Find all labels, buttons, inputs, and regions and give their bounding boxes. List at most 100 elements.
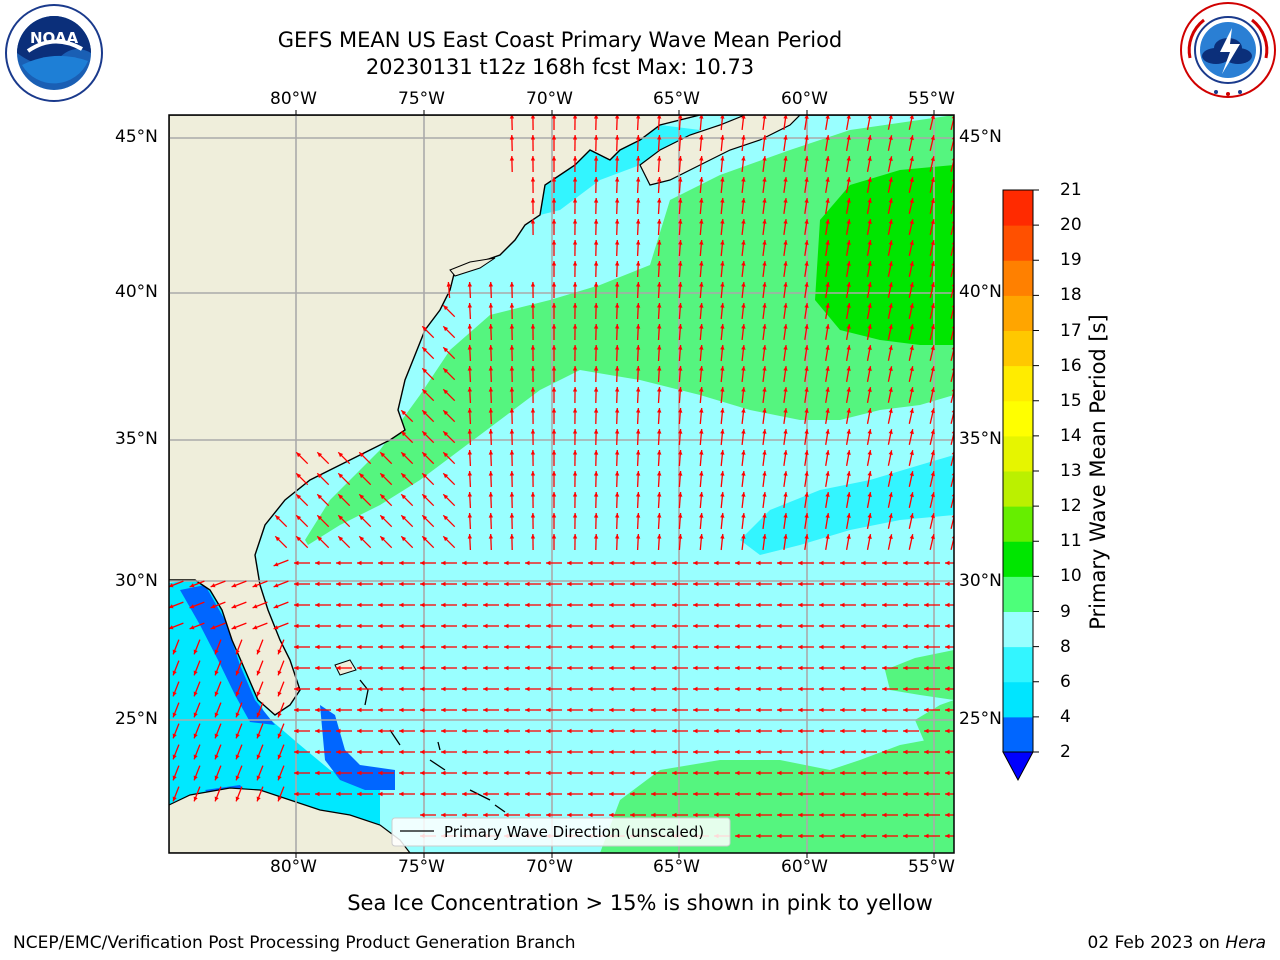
wave-arrow-head xyxy=(804,450,809,455)
wave-arrow-head xyxy=(525,560,530,566)
wave-arrow-head xyxy=(588,749,593,755)
wave-arrow-head xyxy=(699,450,704,455)
wave-arrow-head xyxy=(846,387,851,392)
wave-arrow-head xyxy=(909,534,914,540)
wave-arrow-head xyxy=(930,282,935,288)
wave-arrow-head xyxy=(693,728,698,734)
wave-arrow-head xyxy=(657,534,662,539)
wave-arrow-head xyxy=(422,431,428,437)
wave-arrow-head xyxy=(636,492,641,497)
wave-arrow-head xyxy=(840,749,845,755)
wave-arrow-head xyxy=(488,408,493,413)
wave-arrow-head xyxy=(210,583,216,588)
wave-arrow-head xyxy=(488,513,493,518)
wave-arrow-head xyxy=(756,623,761,629)
cyan-gulf-maine xyxy=(540,125,700,215)
wave-arrow-head xyxy=(798,728,803,734)
wave-arrow-head xyxy=(840,623,845,629)
wave-arrow-head xyxy=(483,728,488,734)
wave-arrow-head xyxy=(888,198,893,203)
wave-arrow-head xyxy=(867,156,872,161)
wave-arrow-head xyxy=(294,791,299,797)
wave-arrow-head xyxy=(378,581,383,587)
wave-arrow-head xyxy=(593,387,599,392)
colorbar-tick-label: 18 xyxy=(1060,285,1082,306)
wave-arrow-head xyxy=(909,450,914,456)
wave-arrow-head xyxy=(296,473,302,479)
wave-arrow-head xyxy=(741,156,746,161)
wave-arrow-head xyxy=(840,665,845,671)
wave-arrow-head xyxy=(551,345,557,350)
colorbar-segment xyxy=(1003,541,1033,577)
wave-arrow-head xyxy=(672,770,677,776)
wave-arrow-head xyxy=(804,492,809,497)
wave-arrow-head xyxy=(714,707,719,713)
wave-arrow-head xyxy=(525,623,530,629)
map-ticks xyxy=(295,110,935,858)
wave-arrow-head xyxy=(504,560,509,566)
chart-subtitle: 20230131 t12z 168h fcst Max: 10.73 xyxy=(365,55,755,79)
wave-arrow-head xyxy=(888,429,893,434)
wave-arrow-head xyxy=(530,156,536,161)
wave-arrow-head xyxy=(672,602,677,608)
lat-label-left: 45°N xyxy=(115,127,158,147)
wave-arrow-head xyxy=(699,387,704,392)
wave-arrow-head xyxy=(483,665,488,671)
cuba xyxy=(169,787,411,853)
wave-arrow-head xyxy=(525,602,530,608)
wave-arrow-head xyxy=(735,665,740,671)
colorbar-segment xyxy=(1003,576,1033,612)
wave-arrow-head xyxy=(338,515,344,521)
wave-arrow-head xyxy=(714,728,719,734)
wave-arrow-head xyxy=(546,707,551,713)
wave-arrow-head xyxy=(783,198,788,203)
wave-arrow-head xyxy=(615,115,620,119)
wave-arrow-head xyxy=(275,536,281,542)
wave-arrow-head xyxy=(882,602,887,608)
wave-arrow-head xyxy=(315,791,320,797)
wave-arrow-head xyxy=(909,303,914,309)
wave-arrow-head xyxy=(277,733,282,739)
wave-arrow-head xyxy=(588,770,593,776)
wave-arrow-head xyxy=(572,429,578,434)
wave-arrow-head xyxy=(924,560,929,566)
wave-arrow-head xyxy=(315,665,320,671)
wave-arrow-head xyxy=(678,135,683,140)
wave-arrow-head xyxy=(572,513,578,518)
wave-arrow-head xyxy=(741,198,746,203)
wave-arrow-head xyxy=(572,261,578,266)
wave-arrow-head xyxy=(636,261,641,266)
wave-arrow-head xyxy=(909,408,914,414)
wave-arrow-head xyxy=(798,770,803,776)
wave-arrow-head xyxy=(214,712,219,718)
wave-direction-arrows xyxy=(169,115,954,839)
wave-arrow-head xyxy=(741,492,746,497)
wave-arrow-head xyxy=(441,770,446,776)
wave-arrow-head xyxy=(867,534,872,539)
wave-arrow-head xyxy=(378,707,383,713)
wave-arrow-head xyxy=(488,387,493,392)
wave-arrow-head xyxy=(441,686,446,692)
wave-arrow-head xyxy=(530,303,536,308)
wave-arrow-head xyxy=(909,471,914,477)
wave-arrow-head xyxy=(462,665,467,671)
wave-arrow-head xyxy=(467,513,472,518)
wave-arrow-head xyxy=(651,707,656,713)
wave-arrow-head xyxy=(483,791,488,797)
wave-arrow-head xyxy=(399,623,404,629)
wave-arrow-head xyxy=(630,644,635,650)
wave-arrow-head xyxy=(399,791,404,797)
wave-arrow-head xyxy=(630,665,635,671)
colorbar-segment xyxy=(1003,646,1033,683)
wave-arrow-head xyxy=(441,602,446,608)
wave-arrow-head xyxy=(840,602,845,608)
wave-arrow-head xyxy=(651,602,656,608)
wave-arrow-head xyxy=(443,431,449,437)
wave-arrow-head xyxy=(846,177,851,182)
wave-arrow-head xyxy=(657,513,662,518)
wave-arrow-head xyxy=(867,387,872,392)
wave-arrow-head xyxy=(525,707,530,713)
wave-arrow-head xyxy=(615,366,620,371)
wave-arrow-head xyxy=(846,429,851,434)
wave-arrow-head xyxy=(462,686,467,692)
